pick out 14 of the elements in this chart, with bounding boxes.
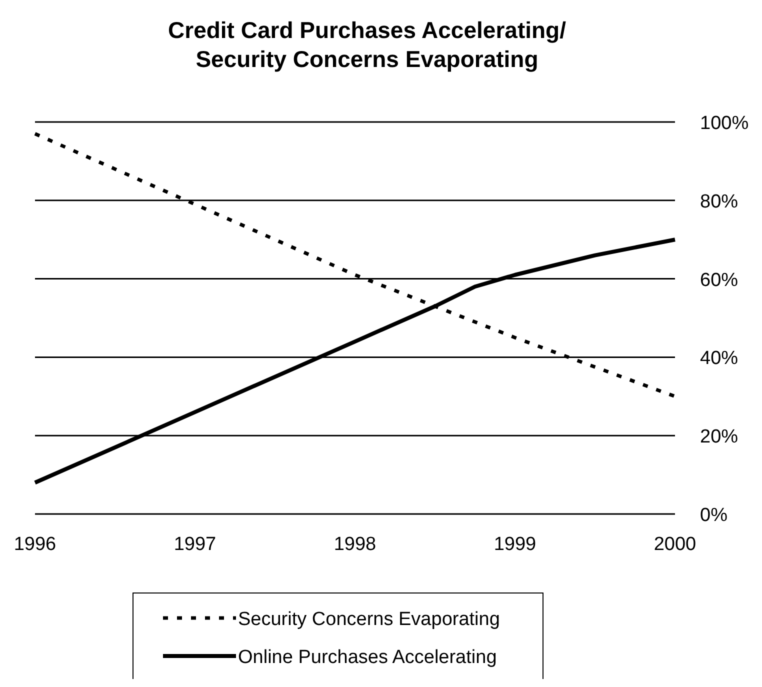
x-tick-label: 1998 [334, 534, 376, 555]
x-tick-label: 1997 [174, 534, 216, 555]
y-tick-label: 60% [700, 270, 738, 291]
x-tick-label: 2000 [654, 534, 696, 555]
chart-title: Credit Card Purchases Accelerating/ Security Concerns Evaporating [168, 17, 567, 72]
x-tick-label: 1996 [14, 534, 56, 555]
legend-label: Security Concerns Evaporating [238, 609, 500, 630]
legend-label: Online Purchases Accelerating [238, 647, 497, 668]
y-tick-label: 0% [700, 505, 728, 526]
y-tick-label: 20% [700, 426, 738, 448]
y-tick-label: 40% [700, 348, 738, 370]
y-tick-label: 100% [700, 113, 749, 134]
x-tick-label: 1999 [494, 534, 536, 555]
y-tick-label: 80% [700, 191, 738, 212]
